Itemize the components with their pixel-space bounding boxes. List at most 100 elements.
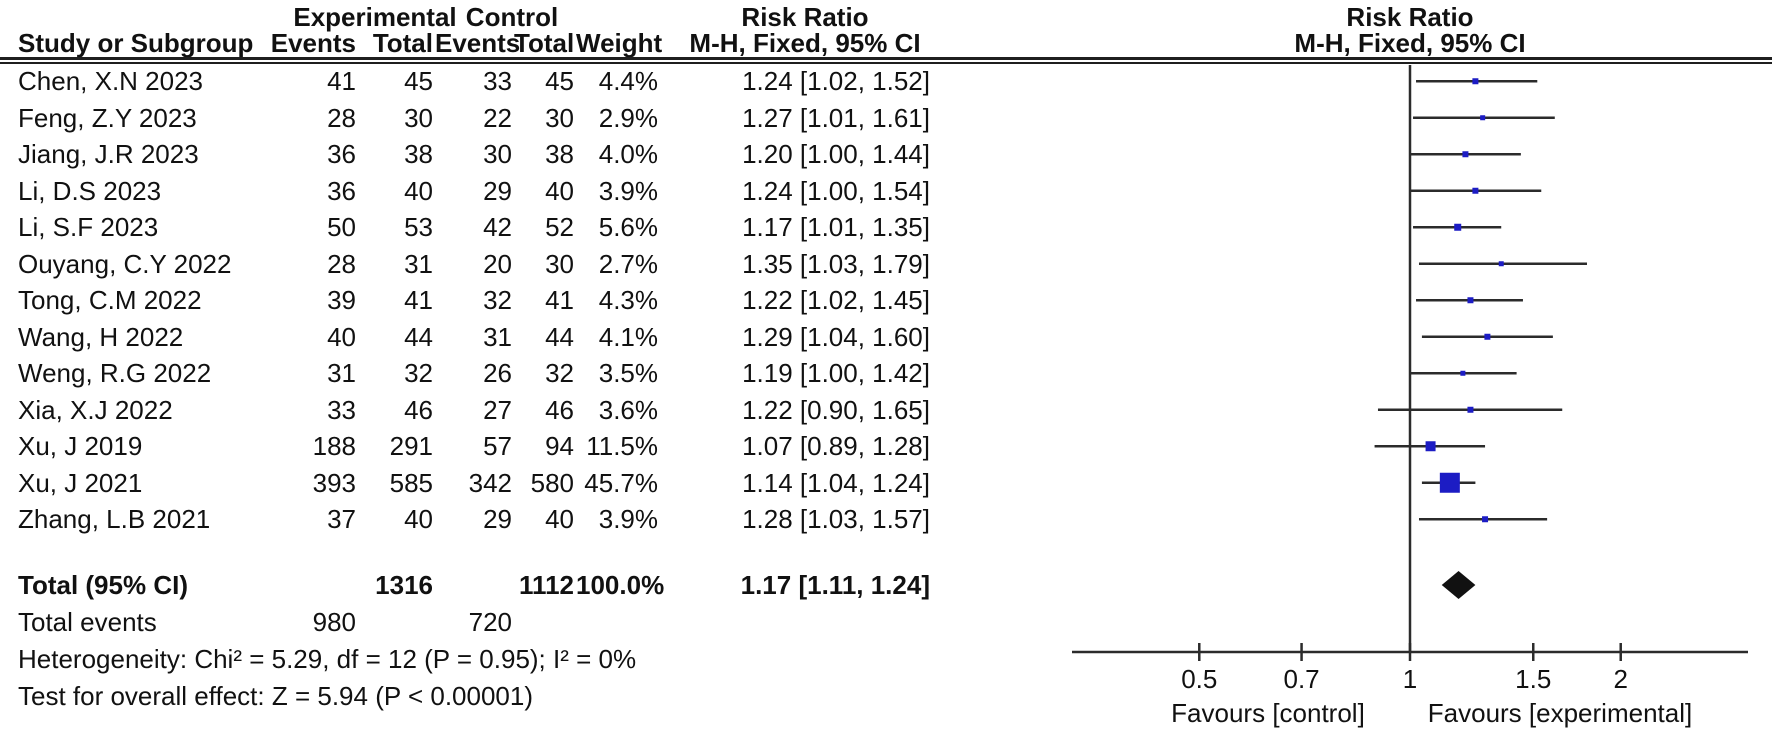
risk-ratio-ci-cell: 1.24 [1.02, 1.52] [742, 66, 930, 96]
ctrl-events-cell: 42 [483, 212, 512, 242]
effect-square [1467, 297, 1474, 304]
risk-ratio-ci-cell: 1.22 [0.90, 1.65] [742, 394, 930, 425]
column-header-ctrl-events: Events [435, 28, 521, 58]
exp-events-cell: 393 [312, 467, 356, 498]
ctrl-total-cell: 40 [545, 175, 574, 206]
weight-cell: 45.7% [584, 467, 658, 498]
x-axis-tick-label: 1.5 [1515, 664, 1551, 694]
weight-cell: 2.9% [598, 102, 658, 133]
weight-cell: 4.4% [598, 66, 658, 96]
effect-square [1484, 333, 1491, 340]
summary-diamond [1441, 571, 1476, 599]
ctrl-events-cell: 30 [483, 139, 512, 169]
weight-cell: 5.6% [598, 212, 658, 242]
study-name-cell: Ouyang, C.Y 2022 [18, 248, 232, 279]
ctrl-events-cell: 27 [483, 394, 512, 425]
column-header-ctrl-total: Total [514, 28, 575, 58]
risk-ratio-ci-cell: 1.17 [1.11, 1.24] [740, 570, 930, 600]
ctrl-events-cell: 33 [483, 66, 512, 96]
effect-square [1480, 115, 1486, 121]
header-rule [0, 57, 1772, 64]
exp-total-cell: 40 [404, 175, 433, 206]
exp-total-cell: 40 [404, 504, 433, 534]
effect-square [1472, 187, 1479, 194]
study-row: Tong, C.M 2022 39 41 32 41 4.3% 1.22 [1.02, 1.… [0, 282, 950, 319]
risk-ratio-ci-cell: 1.07 [0.89, 1.28] [742, 431, 930, 461]
exp-total-cell: 291 [389, 431, 433, 461]
study-row: Xia, X.J 2022 33 46 27 46 3.6% 1.22 [0.90, 1.6… [0, 392, 950, 429]
effect-square [1462, 151, 1469, 158]
ctrl-events-cell: 29 [483, 504, 512, 534]
column-header-exp-events: Events [270, 28, 356, 58]
study-row: Jiang, J.R 2023 36 38 30 38 4.0% 1.20 [1.00, 1… [0, 136, 950, 173]
exp-total-cell: 31 [404, 248, 433, 279]
study-row: Li, S.F 2023 50 53 42 52 5.6% 1.17 [1.01, 1.35… [0, 209, 950, 246]
column-header-mh-fixed-ci: M-H, Fixed, 95% CI [689, 28, 921, 58]
exp-total-cell: 585 [389, 467, 433, 498]
ctrl-events-cell: 22 [483, 102, 512, 133]
x-axis-tick-label: 0.5 [1181, 664, 1217, 694]
ctrl-total-cell: 40 [545, 504, 574, 534]
exp-events-cell: 40 [327, 321, 356, 352]
total-events-row: Total events 980 720 [0, 604, 950, 641]
risk-ratio-ci-cell: 1.14 [1.04, 1.24] [742, 467, 930, 498]
exp-total-cell: 44 [404, 321, 433, 352]
column-group-risk-ratio: Risk Ratio [741, 2, 869, 32]
risk-ratio-ci-cell: 1.28 [1.03, 1.57] [742, 504, 930, 534]
weight-cell: 3.5% [598, 358, 658, 388]
study-name-cell: Xu, J 2019 [18, 431, 143, 461]
weight-cell: 3.9% [598, 175, 658, 206]
risk-ratio-ci-cell: 1.29 [1.04, 1.60] [742, 321, 930, 352]
study-name-cell: Weng, R.G 2022 [18, 358, 212, 388]
exp-events-cell: 28 [327, 248, 356, 279]
exp-events-cell: 36 [327, 139, 356, 169]
ctrl-total-cell: 44 [545, 321, 574, 352]
exp-events-cell: 41 [327, 66, 356, 96]
exp-events-cell: 980 [312, 607, 356, 637]
weight-cell: 3.9% [598, 504, 658, 534]
study-row: Xu, J 2021 393 585 342 580 45.7% 1.14 [1.04, 1… [0, 465, 950, 502]
weight-cell: 11.5% [586, 431, 658, 461]
weight-cell: 3.6% [598, 394, 658, 425]
exp-events-cell: 188 [312, 431, 356, 461]
ctrl-total-cell: 580 [530, 467, 574, 498]
ctrl-total-cell: 41 [545, 285, 574, 315]
plot-subtitle-mh-fixed-ci: M-H, Fixed, 95% CI [1294, 28, 1526, 58]
ctrl-total-cell: 30 [545, 248, 574, 279]
study-name-cell: Feng, Z.Y 2023 [18, 102, 197, 133]
exp-total-cell: 41 [404, 285, 433, 315]
exp-events-cell: 33 [327, 394, 356, 425]
weight-cell: 4.1% [598, 321, 658, 352]
study-row: Weng, R.G 2022 31 32 26 32 3.5% 1.19 [1.00, 1.… [0, 355, 950, 392]
risk-ratio-ci-cell: 1.22 [1.02, 1.45] [742, 285, 930, 315]
study-name-cell: Chen, X.N 2023 [18, 66, 204, 96]
ctrl-events-cell: 57 [483, 431, 512, 461]
effect-square [1482, 516, 1489, 523]
ctrl-total-cell: 30 [545, 102, 574, 133]
ctrl-events-cell: 26 [483, 358, 512, 388]
weight-cell: 2.7% [598, 248, 658, 279]
study-name-cell: Li, S.F 2023 [18, 212, 159, 242]
effect-square [1460, 370, 1466, 376]
study-row: Ouyang, C.Y 2022 28 31 20 30 2.7% 1.35 [1.03, … [0, 246, 950, 283]
ctrl-total-cell: 1112 [519, 570, 574, 600]
ctrl-events-cell: 31 [483, 321, 512, 352]
exp-total-cell: 1316 [375, 570, 433, 600]
study-name-cell: Tong, C.M 2022 [18, 285, 202, 315]
risk-ratio-ci-cell: 1.17 [1.01, 1.35] [742, 212, 930, 242]
effect-square [1425, 441, 1436, 452]
exp-events-cell: 39 [327, 285, 356, 315]
risk-ratio-ci-cell: 1.20 [1.00, 1.44] [742, 139, 930, 169]
exp-events-cell: 36 [327, 175, 356, 206]
exp-events-cell: 31 [327, 358, 356, 388]
study-name-cell: Li, D.S 2023 [18, 175, 162, 206]
risk-ratio-ci-cell: 1.27 [1.01, 1.61] [742, 102, 930, 133]
study-row: Wang, H 2022 40 44 31 44 4.1% 1.29 [1.04, 1.60… [0, 319, 950, 356]
study-name-cell: Jiang, J.R 2023 [18, 139, 199, 169]
weight-cell: 100.0% [576, 570, 665, 600]
study-name-cell: Xia, X.J 2022 [18, 394, 173, 425]
effect-square [1467, 406, 1474, 413]
effect-square [1454, 223, 1462, 231]
